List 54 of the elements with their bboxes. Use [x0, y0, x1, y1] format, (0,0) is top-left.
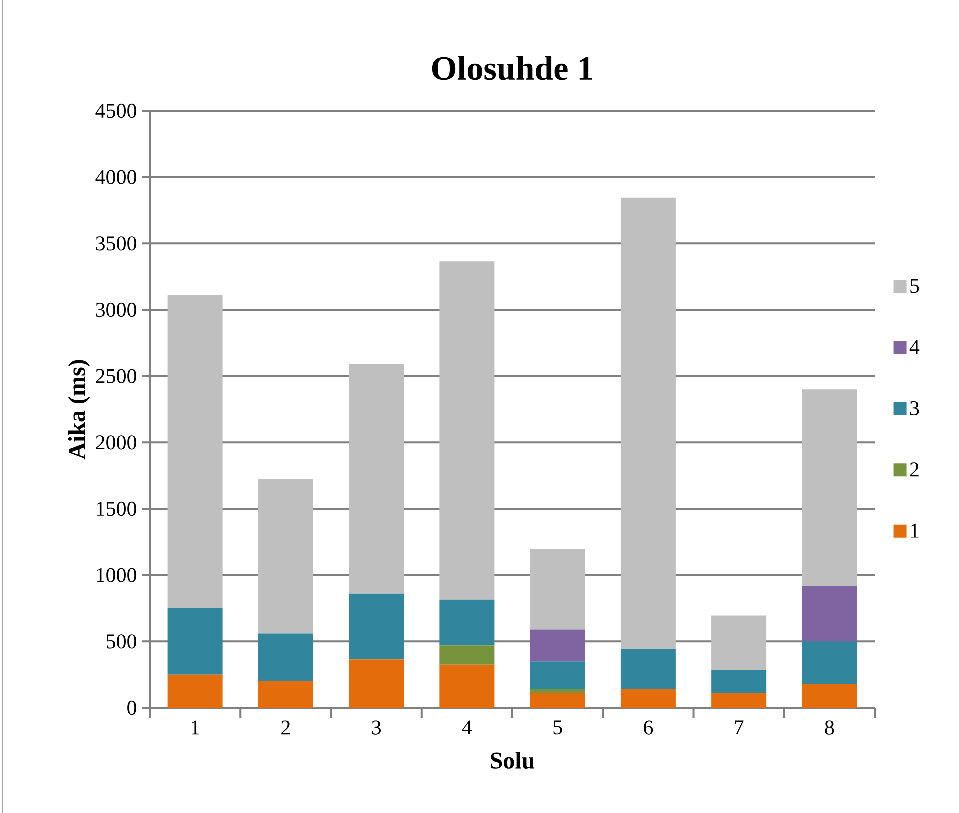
legend-label: 5 — [910, 279, 920, 294]
chart-title: Olosuhde 1 — [432, 56, 592, 80]
bar — [440, 664, 495, 708]
bar — [440, 600, 495, 646]
bar — [530, 693, 586, 708]
y-tick-label: 1000 — [97, 568, 136, 582]
x-tick-label: 3 — [372, 720, 381, 735]
bar — [440, 262, 495, 600]
y-tick-label: 4500 — [96, 104, 136, 118]
bar — [802, 390, 858, 586]
bar — [349, 364, 404, 594]
x-tick-label: 8 — [825, 720, 834, 735]
bar — [712, 616, 767, 670]
legend-label: 4 — [910, 340, 920, 354]
bar — [620, 198, 676, 649]
bar — [802, 684, 858, 708]
bar — [258, 479, 314, 634]
legend-label: 1 — [911, 524, 919, 538]
bar — [258, 681, 314, 708]
bar — [168, 295, 223, 608]
legend-label: 3 — [910, 401, 920, 416]
y-tick-label: 1500 — [97, 502, 136, 516]
bar — [530, 630, 586, 662]
bar — [620, 689, 676, 708]
y-tick-label: 0 — [128, 700, 136, 716]
bar — [530, 549, 586, 630]
x-tick-label: 6 — [644, 720, 654, 735]
bar — [802, 586, 858, 642]
bar — [349, 660, 404, 708]
x-tick-label: 7 — [735, 720, 744, 734]
bar — [168, 608, 223, 675]
x-tick-label: 1 — [192, 720, 200, 735]
bar — [712, 693, 767, 708]
x-axis-title: Solu — [491, 752, 535, 769]
legend-label: 2 — [910, 462, 919, 477]
y-tick-label: 3000 — [96, 302, 136, 318]
y-axis-title: Aika (ms) — [68, 360, 90, 460]
y-tick-label: 4000 — [96, 170, 136, 184]
bar — [712, 670, 767, 694]
bar — [620, 648, 676, 690]
bar — [440, 646, 495, 665]
bar — [258, 634, 314, 682]
y-tick-label: 500 — [107, 634, 136, 649]
x-tick-label: 4 — [462, 720, 472, 735]
y-tick-label: 2000 — [96, 436, 136, 450]
x-tick-label: 5 — [554, 720, 562, 735]
x-tick-label: 2 — [282, 720, 290, 735]
bar — [168, 674, 223, 708]
bar — [802, 642, 858, 684]
y-tick-label: 3500 — [96, 236, 136, 251]
y-tick-label: 2500 — [96, 369, 136, 384]
bar — [530, 689, 586, 694]
bar — [349, 594, 404, 660]
bar — [530, 662, 586, 690]
